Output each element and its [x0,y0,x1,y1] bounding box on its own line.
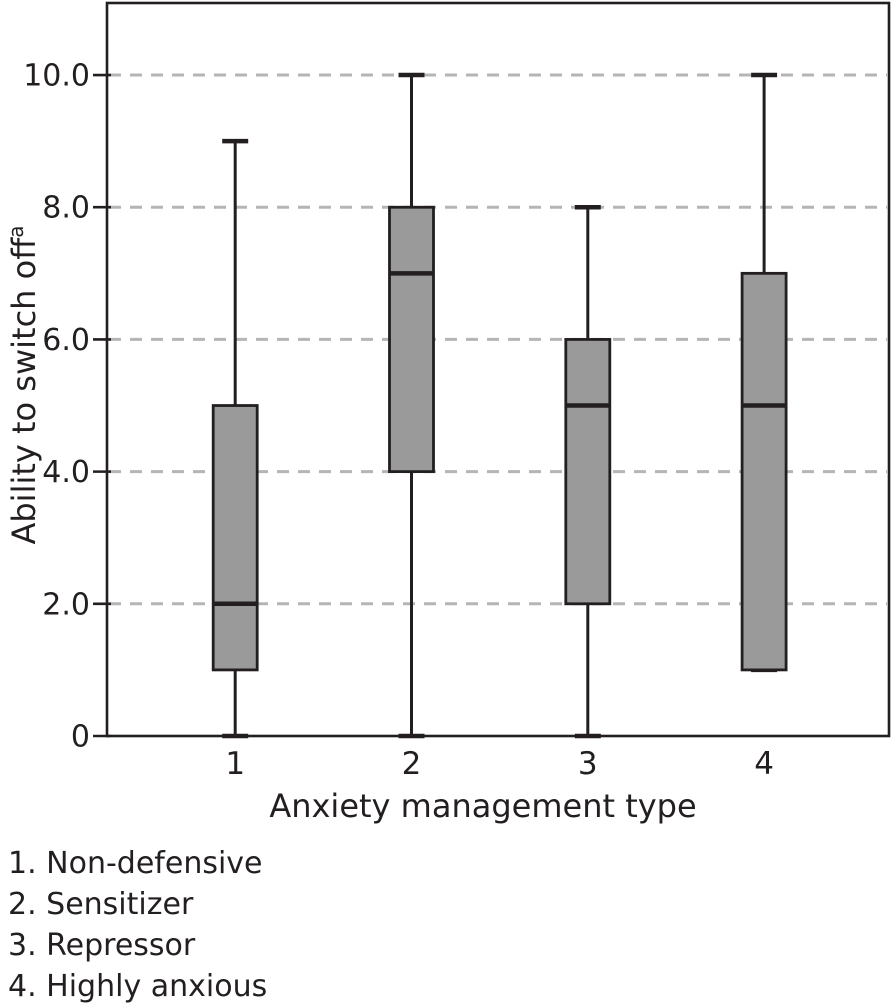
box-1 [211,404,259,672]
box-4 [740,271,788,672]
x-tick-label-1: 1 [225,746,245,782]
legend-item-4: 4. Highly anxious [8,969,268,1003]
y-tick-label: 8.0 [42,191,90,226]
y-tick-label: 0 [71,720,90,755]
plot-frame [105,1,891,738]
x-tick-label-4: 4 [754,746,774,782]
legend-item-3: 3. Repressor [8,928,196,963]
x-tick-label-2: 2 [402,746,422,782]
category-legend: 1. Non-defensive 2. Sensitizer 3. Represso… [8,843,267,1003]
y-tick-label: 2.0 [42,587,90,622]
legend-item-2: 2. Sensitizer [8,887,194,922]
y-tick-label: 6.0 [42,323,90,358]
box-2 [388,205,435,474]
y-axis-title-text: Ability to switch off [5,237,43,545]
box-3 [564,338,612,606]
y-axis-title-superscript: a [4,225,28,237]
boxplot-chart: 0 2.0 4.0 6.0 8.0 10.0 1 2 3 4 Anxiety management … [4,1,891,825]
x-tick-label-3: 3 [578,746,598,782]
legend-item-1: 1. Non-defensive [8,846,263,881]
y-axis-title: Ability to switch offa [4,225,43,544]
y-tick-label: 4.0 [42,455,90,490]
x-axis-title: Anxiety management type [269,787,696,825]
y-tick-label: 10.0 [23,59,90,94]
